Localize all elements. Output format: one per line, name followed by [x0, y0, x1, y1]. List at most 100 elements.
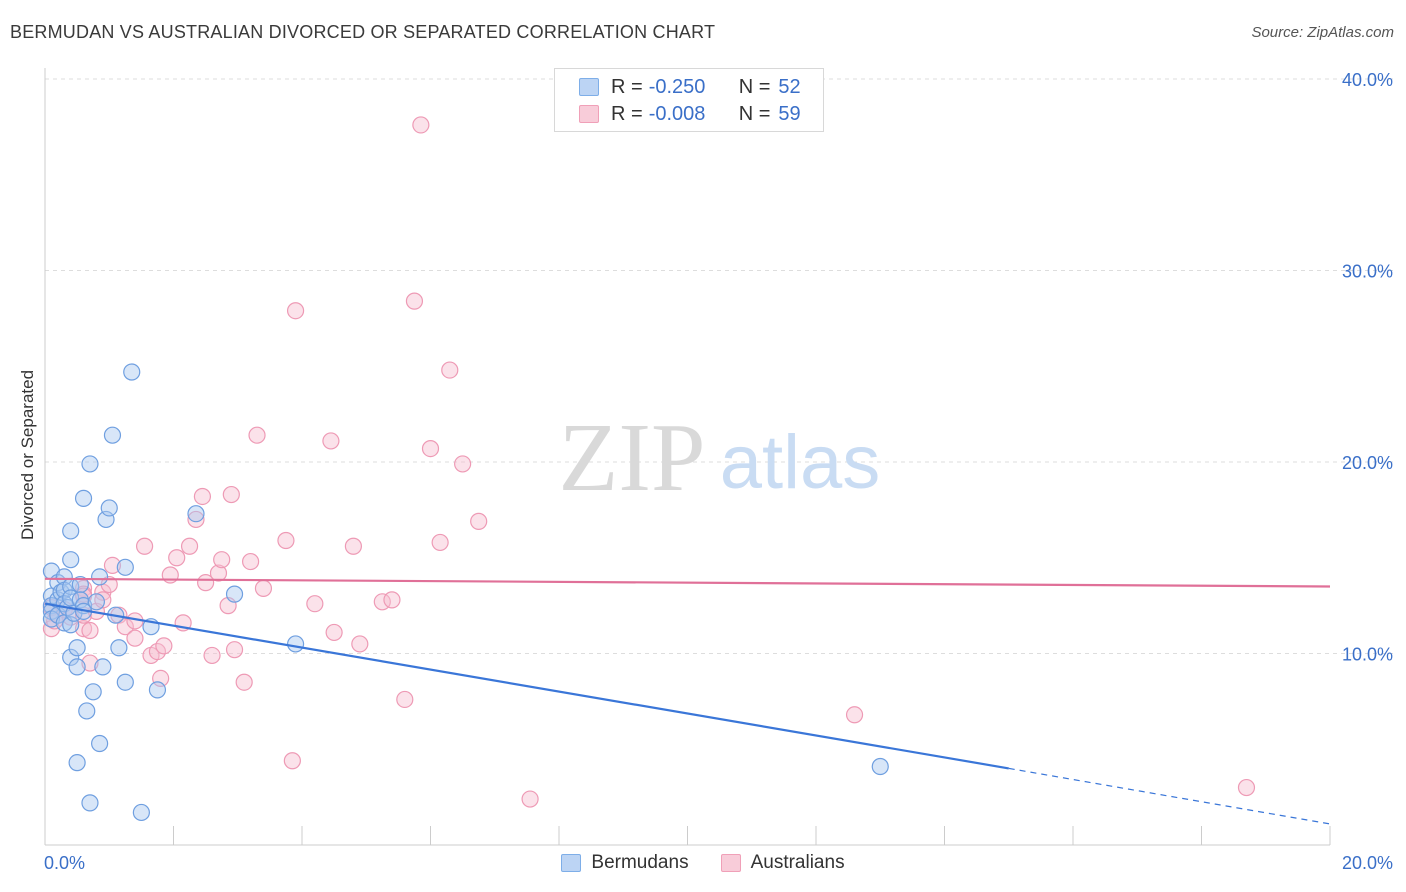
- australians-point: [322, 432, 340, 450]
- australians-point: [405, 292, 424, 310]
- australians-point: [242, 552, 260, 571]
- australians-trend-line: [44, 577, 1331, 588]
- australians-point: [306, 595, 324, 613]
- australians-point: [351, 635, 369, 653]
- australians-point: [325, 623, 343, 642]
- bermudans-point: [103, 426, 122, 444]
- australians-point: [431, 533, 449, 552]
- bermudans-point: [871, 757, 889, 776]
- legend-n-label: N =: [738, 75, 771, 98]
- australians-point: [248, 426, 266, 444]
- bermudans-point: [68, 658, 86, 676]
- source-label: Source: ZipAtlas.com: [1251, 24, 1394, 41]
- australians-point: [235, 673, 253, 691]
- bermudans-point: [148, 681, 167, 699]
- australians-point: [203, 646, 221, 665]
- bermudans-point: [100, 499, 118, 517]
- australians-point: [74, 620, 93, 638]
- legend-r-label: R =: [611, 102, 643, 125]
- legend-r-value: -0.008: [648, 102, 706, 125]
- australians-point: [103, 556, 122, 575]
- australians-point: [155, 637, 173, 655]
- bermudans-point: [116, 558, 134, 576]
- australians-point: [412, 116, 430, 134]
- australians-point: [441, 361, 459, 379]
- y-tick-label: 30.0%: [1342, 262, 1393, 282]
- legend-swatch-pink: [579, 105, 599, 123]
- series-legend: Bermudans Australians: [0, 852, 1406, 874]
- y-tick-label: 40.0%: [1342, 70, 1393, 90]
- australians-point: [396, 690, 414, 709]
- x-tick-label: 0.0%: [44, 853, 85, 873]
- bermudans-point: [84, 683, 102, 701]
- watermark-zip: ZIP: [559, 404, 706, 512]
- australians-point: [225, 641, 244, 659]
- watermark-atlas: atlas: [720, 420, 881, 505]
- australians-point: [344, 537, 362, 555]
- bermudans-point: [78, 702, 96, 720]
- y-tick-label: 20.0%: [1342, 453, 1393, 473]
- bermudans-point: [62, 522, 80, 540]
- x-tick-label: 20.0%: [1342, 853, 1393, 873]
- australians-point: [383, 591, 401, 609]
- y-axis-label: Divorced or Separated: [18, 369, 37, 541]
- bermudans-point: [81, 455, 99, 473]
- trend-lines: [44, 577, 1331, 825]
- bermudans-point: [225, 585, 244, 603]
- bermudans-swatch: [561, 854, 582, 872]
- bermudans-point: [123, 363, 141, 381]
- legend-n-label: N =: [738, 102, 771, 125]
- australians-label: Australians: [750, 852, 845, 873]
- legend-r-label: R =: [611, 75, 643, 98]
- bermudans-point: [62, 551, 80, 569]
- australians-swatch: [720, 854, 741, 872]
- australians-point: [81, 654, 99, 672]
- bermudans-label: Bermudans: [591, 852, 689, 873]
- tick-labels: 10.0% 20.0% 30.0% 40.0% 0.0% 20.0%: [44, 70, 1393, 873]
- australians-point: [209, 564, 228, 582]
- bermudans-point: [68, 754, 86, 772]
- axes: [44, 68, 1331, 846]
- australians-point: [116, 618, 134, 636]
- legend-row-bermudans: R = -0.250 N = 52: [579, 75, 801, 99]
- y-tick-label: 10.0%: [1342, 645, 1393, 665]
- australians-point: [187, 510, 205, 529]
- australians-point: [180, 537, 199, 555]
- bermudans-point: [62, 648, 80, 666]
- bermudans-trend-extension: [1008, 767, 1331, 825]
- bermudans-point: [132, 803, 150, 822]
- australians-point: [222, 485, 240, 504]
- bermudans-point: [55, 568, 73, 586]
- australians-point: [283, 752, 301, 770]
- australians-point: [254, 579, 273, 597]
- bermudans-point: [81, 794, 99, 812]
- australians-point: [845, 706, 864, 724]
- australians-point: [213, 551, 231, 569]
- australians-point: [286, 302, 305, 320]
- australians-point: [470, 512, 488, 530]
- bermudans-point: [91, 734, 109, 753]
- bermudans-point: [74, 489, 93, 507]
- australians-point: [135, 537, 154, 555]
- australians-point: [421, 439, 440, 458]
- australians-point: [521, 790, 539, 808]
- australians-point: [126, 629, 144, 647]
- australians-point: [148, 642, 167, 661]
- bermudans-point: [187, 505, 205, 523]
- bermudans-point: [68, 639, 86, 657]
- australians-point: [94, 591, 112, 609]
- bermudans-point: [286, 635, 305, 653]
- stats-legend: R = -0.250 N = 52 R = -0.008 N = 59: [554, 68, 824, 132]
- bermudans-point: [116, 673, 134, 691]
- bermudans-point: [110, 639, 128, 657]
- legend-item-bermudans: Bermudans: [561, 852, 689, 874]
- watermark: ZIP atlas: [559, 404, 881, 512]
- chart-title: BERMUDAN VS AUSTRALIAN DIVORCED OR SEPAR…: [10, 22, 716, 42]
- bermudans-point: [71, 575, 89, 594]
- bermudans-point: [91, 568, 109, 586]
- legend-row-australians: R = -0.008 N = 59: [579, 102, 801, 126]
- legend-swatch-blue: [579, 78, 599, 96]
- legend-n-value: 59: [778, 102, 801, 125]
- australians-point: [168, 549, 186, 567]
